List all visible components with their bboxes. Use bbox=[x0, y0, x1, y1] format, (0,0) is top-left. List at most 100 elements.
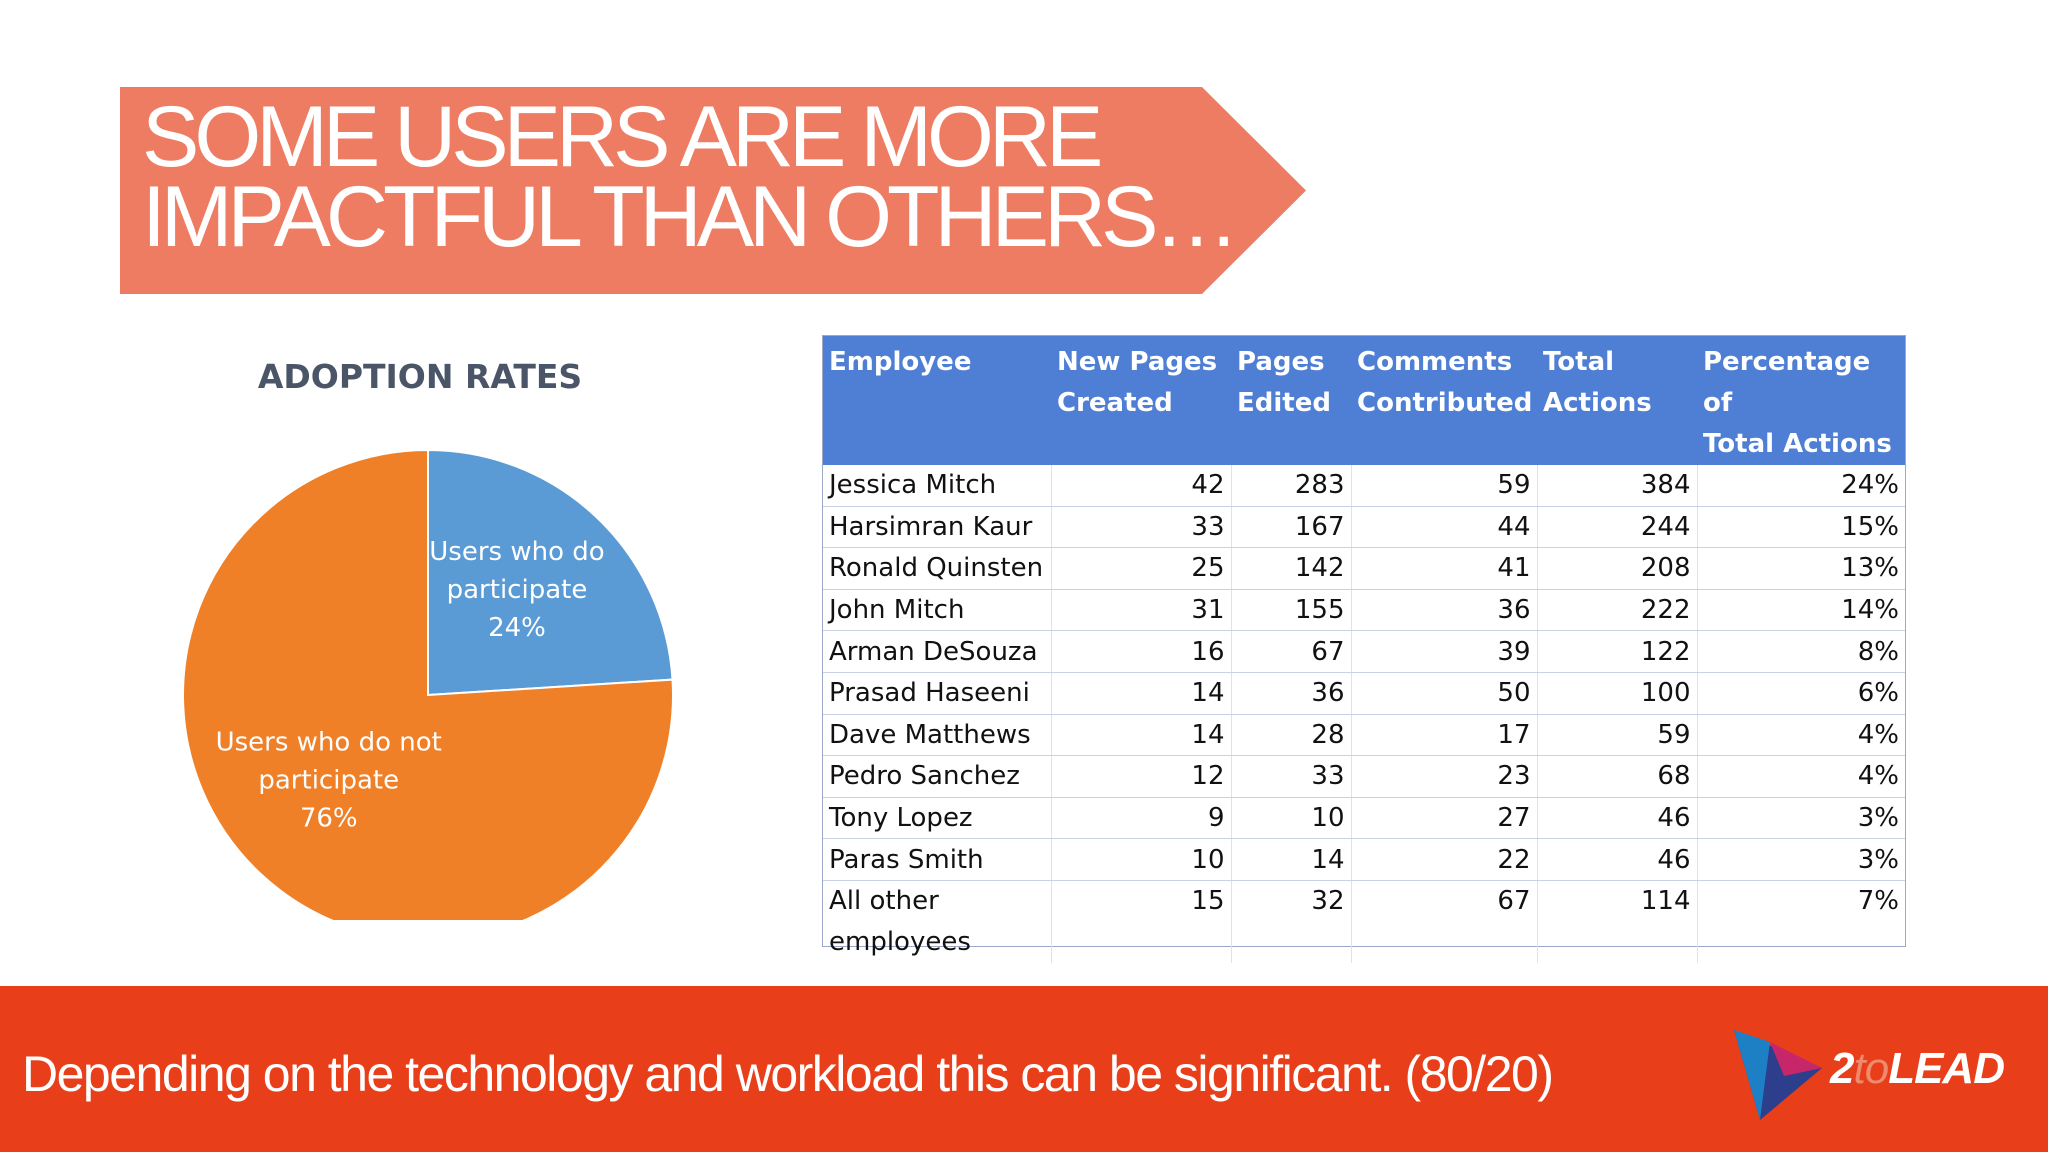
value-cell: 114 bbox=[1537, 880, 1698, 963]
actions-table: Employee New Pages Created Pages Edited Comme… bbox=[823, 336, 1905, 963]
banner-arrow-shape bbox=[120, 87, 1306, 294]
table-row: Ronald Quinsten 25 142 41 208 13% bbox=[823, 547, 1905, 590]
column-header-line: Total Actions bbox=[1703, 429, 1892, 459]
value-cell: 32 bbox=[1231, 880, 1352, 963]
value-cell: 67 bbox=[1351, 880, 1538, 963]
brand-logo: 2toLEAD bbox=[1730, 1024, 2030, 1124]
title-banner: SOME USERS ARE MORE IMPACTFUL THAN OTHER… bbox=[120, 87, 1306, 294]
value-cell: 41 bbox=[1351, 547, 1538, 590]
logo-text-lead: LEAD bbox=[1888, 1044, 2005, 1093]
employee-name-cell: Arman DeSouza bbox=[823, 630, 1052, 673]
value-cell: 13% bbox=[1697, 547, 1905, 590]
value-cell: 10 bbox=[1231, 797, 1352, 840]
column-header-line: Pages bbox=[1237, 347, 1325, 377]
value-cell: 27 bbox=[1351, 797, 1538, 840]
employee-name-cell: Jessica Mitch bbox=[823, 465, 1052, 507]
value-cell: 23 bbox=[1351, 755, 1538, 798]
value-cell: 15% bbox=[1697, 506, 1905, 549]
column-header-line: Comments bbox=[1357, 347, 1513, 377]
value-cell: 33 bbox=[1231, 755, 1352, 798]
value-cell: 42 bbox=[1051, 465, 1232, 507]
value-cell: 22 bbox=[1351, 838, 1538, 881]
value-cell: 28 bbox=[1231, 714, 1352, 757]
column-header-line: Percentage of bbox=[1703, 347, 1871, 418]
value-cell: 384 bbox=[1537, 465, 1698, 507]
table-header-row: Employee New Pages Created Pages Edited Comme… bbox=[823, 336, 1905, 465]
value-cell: 3% bbox=[1697, 838, 1905, 881]
pie-label-line: 76% bbox=[300, 804, 358, 834]
value-cell: 4% bbox=[1697, 714, 1905, 757]
value-cell: 7% bbox=[1857, 885, 1899, 916]
employee-name-cell: Prasad Haseeni bbox=[823, 672, 1052, 715]
table-row: Prasad Haseeni 14 36 50 100 6% bbox=[823, 672, 1905, 715]
employee-name-cell: Paras Smith bbox=[823, 838, 1052, 881]
value-cell: 12 bbox=[1051, 755, 1232, 798]
table-row: Tony Lopez 9 10 27 46 3% bbox=[823, 797, 1905, 840]
footer-bar: Depending on the technology and workload… bbox=[0, 986, 2048, 1152]
table-row: Arman DeSouza 16 67 39 122 8% bbox=[823, 630, 1905, 673]
employee-name-cell: Tony Lopez bbox=[823, 797, 1052, 840]
column-header: New Pages Created bbox=[1051, 336, 1231, 465]
column-header-line: Total bbox=[1543, 347, 1615, 377]
employee-name-cell: Ronald Quinsten bbox=[823, 547, 1052, 590]
value-cell: 67 bbox=[1231, 630, 1352, 673]
table-body: Jessica Mitch 42 283 59 384 24% Harsimran Kaur… bbox=[823, 465, 1905, 963]
value-cell: 6% bbox=[1697, 672, 1905, 715]
pie-label-line: Users who do not bbox=[216, 728, 442, 758]
value-cell: 17 bbox=[1351, 714, 1538, 757]
value-cell: 25 bbox=[1051, 547, 1232, 590]
column-header-line: Actions bbox=[1543, 388, 1652, 418]
employee-name-cell: All other employees bbox=[823, 880, 1052, 963]
column-header-line: New Pages bbox=[1057, 347, 1218, 377]
value-cell: 14 bbox=[1231, 838, 1352, 881]
value-cell: 142 bbox=[1231, 547, 1352, 590]
value-cell: 155 bbox=[1231, 589, 1352, 632]
value-cell: 14 bbox=[1051, 714, 1232, 757]
table-row: Paras Smith 10 14 22 46 3% bbox=[823, 838, 1905, 881]
column-header: Total Actions bbox=[1537, 336, 1697, 465]
column-header-line: Edited bbox=[1237, 388, 1331, 418]
logo-text-to: to bbox=[1853, 1044, 1889, 1093]
value-cell: 46 bbox=[1537, 797, 1698, 840]
value-cell: 208 bbox=[1537, 547, 1698, 590]
value-cell: 44 bbox=[1351, 506, 1538, 549]
adoption-pie-chart: ADOPTION RATES Users who do participate 24… bbox=[170, 340, 690, 920]
slide-title: SOME USERS ARE MORE IMPACTFUL THAN OTHER… bbox=[142, 89, 1239, 265]
column-header: Pages Edited bbox=[1231, 336, 1351, 465]
table-row: Dave Matthews 14 28 17 59 4% bbox=[823, 714, 1905, 757]
value-cell: 10 bbox=[1051, 838, 1232, 881]
value-cell: 59 bbox=[1351, 465, 1538, 507]
employee-name-cell: Pedro Sanchez bbox=[823, 755, 1052, 798]
column-header: Percentage of Total Actions bbox=[1697, 336, 1905, 465]
table-row: Harsimran Kaur 33 167 44 244 15% bbox=[823, 506, 1905, 549]
column-header: Employee bbox=[823, 336, 1051, 465]
user-actions-table: Employee New Pages Created Pages Edited Comme… bbox=[822, 335, 1906, 963]
value-cell: 244 bbox=[1537, 506, 1698, 549]
value-cell: 15 bbox=[1051, 880, 1232, 963]
logo-text-2: 2 bbox=[1830, 1044, 1855, 1093]
value-cell: 222 bbox=[1537, 589, 1698, 632]
value-cell: 46 bbox=[1537, 838, 1698, 881]
value-cell: 8% bbox=[1697, 630, 1905, 673]
pie-label-line: 24% bbox=[488, 613, 546, 643]
pie-slice-label-1: Users who do not participate 76% bbox=[216, 728, 442, 834]
table-row: John Mitch 31 155 36 222 14% bbox=[823, 589, 1905, 632]
value-cell: 3% bbox=[1697, 797, 1905, 840]
footer-caption: Depending on the technology and workload… bbox=[22, 1046, 1554, 1102]
slide-title-line-2: IMPACTFUL THAN OTHERS… bbox=[142, 169, 1239, 265]
value-cell: 36 bbox=[1231, 672, 1352, 715]
value-cell: 36 bbox=[1351, 589, 1538, 632]
value-cell: 59 bbox=[1537, 714, 1698, 757]
pie-label-line: Users who do bbox=[429, 537, 604, 567]
play-triangle-icon bbox=[1734, 1030, 1822, 1120]
value-cell: 16 bbox=[1051, 630, 1232, 673]
pie-label-line: participate bbox=[258, 766, 399, 796]
value-cell: 9 bbox=[1051, 797, 1232, 840]
logo-wordmark: 2toLEAD bbox=[1830, 1044, 2005, 1094]
value-cell: 100 bbox=[1537, 672, 1698, 715]
pie-chart-svg: ADOPTION RATES Users who do participate 24… bbox=[182, 357, 674, 920]
table-row: Jessica Mitch 42 283 59 384 24% bbox=[823, 465, 1905, 507]
employee-name-cell: Dave Matthews bbox=[823, 714, 1052, 757]
slide-title-line-1: SOME USERS ARE MORE bbox=[142, 89, 1103, 185]
value-cell: 50 bbox=[1351, 672, 1538, 715]
